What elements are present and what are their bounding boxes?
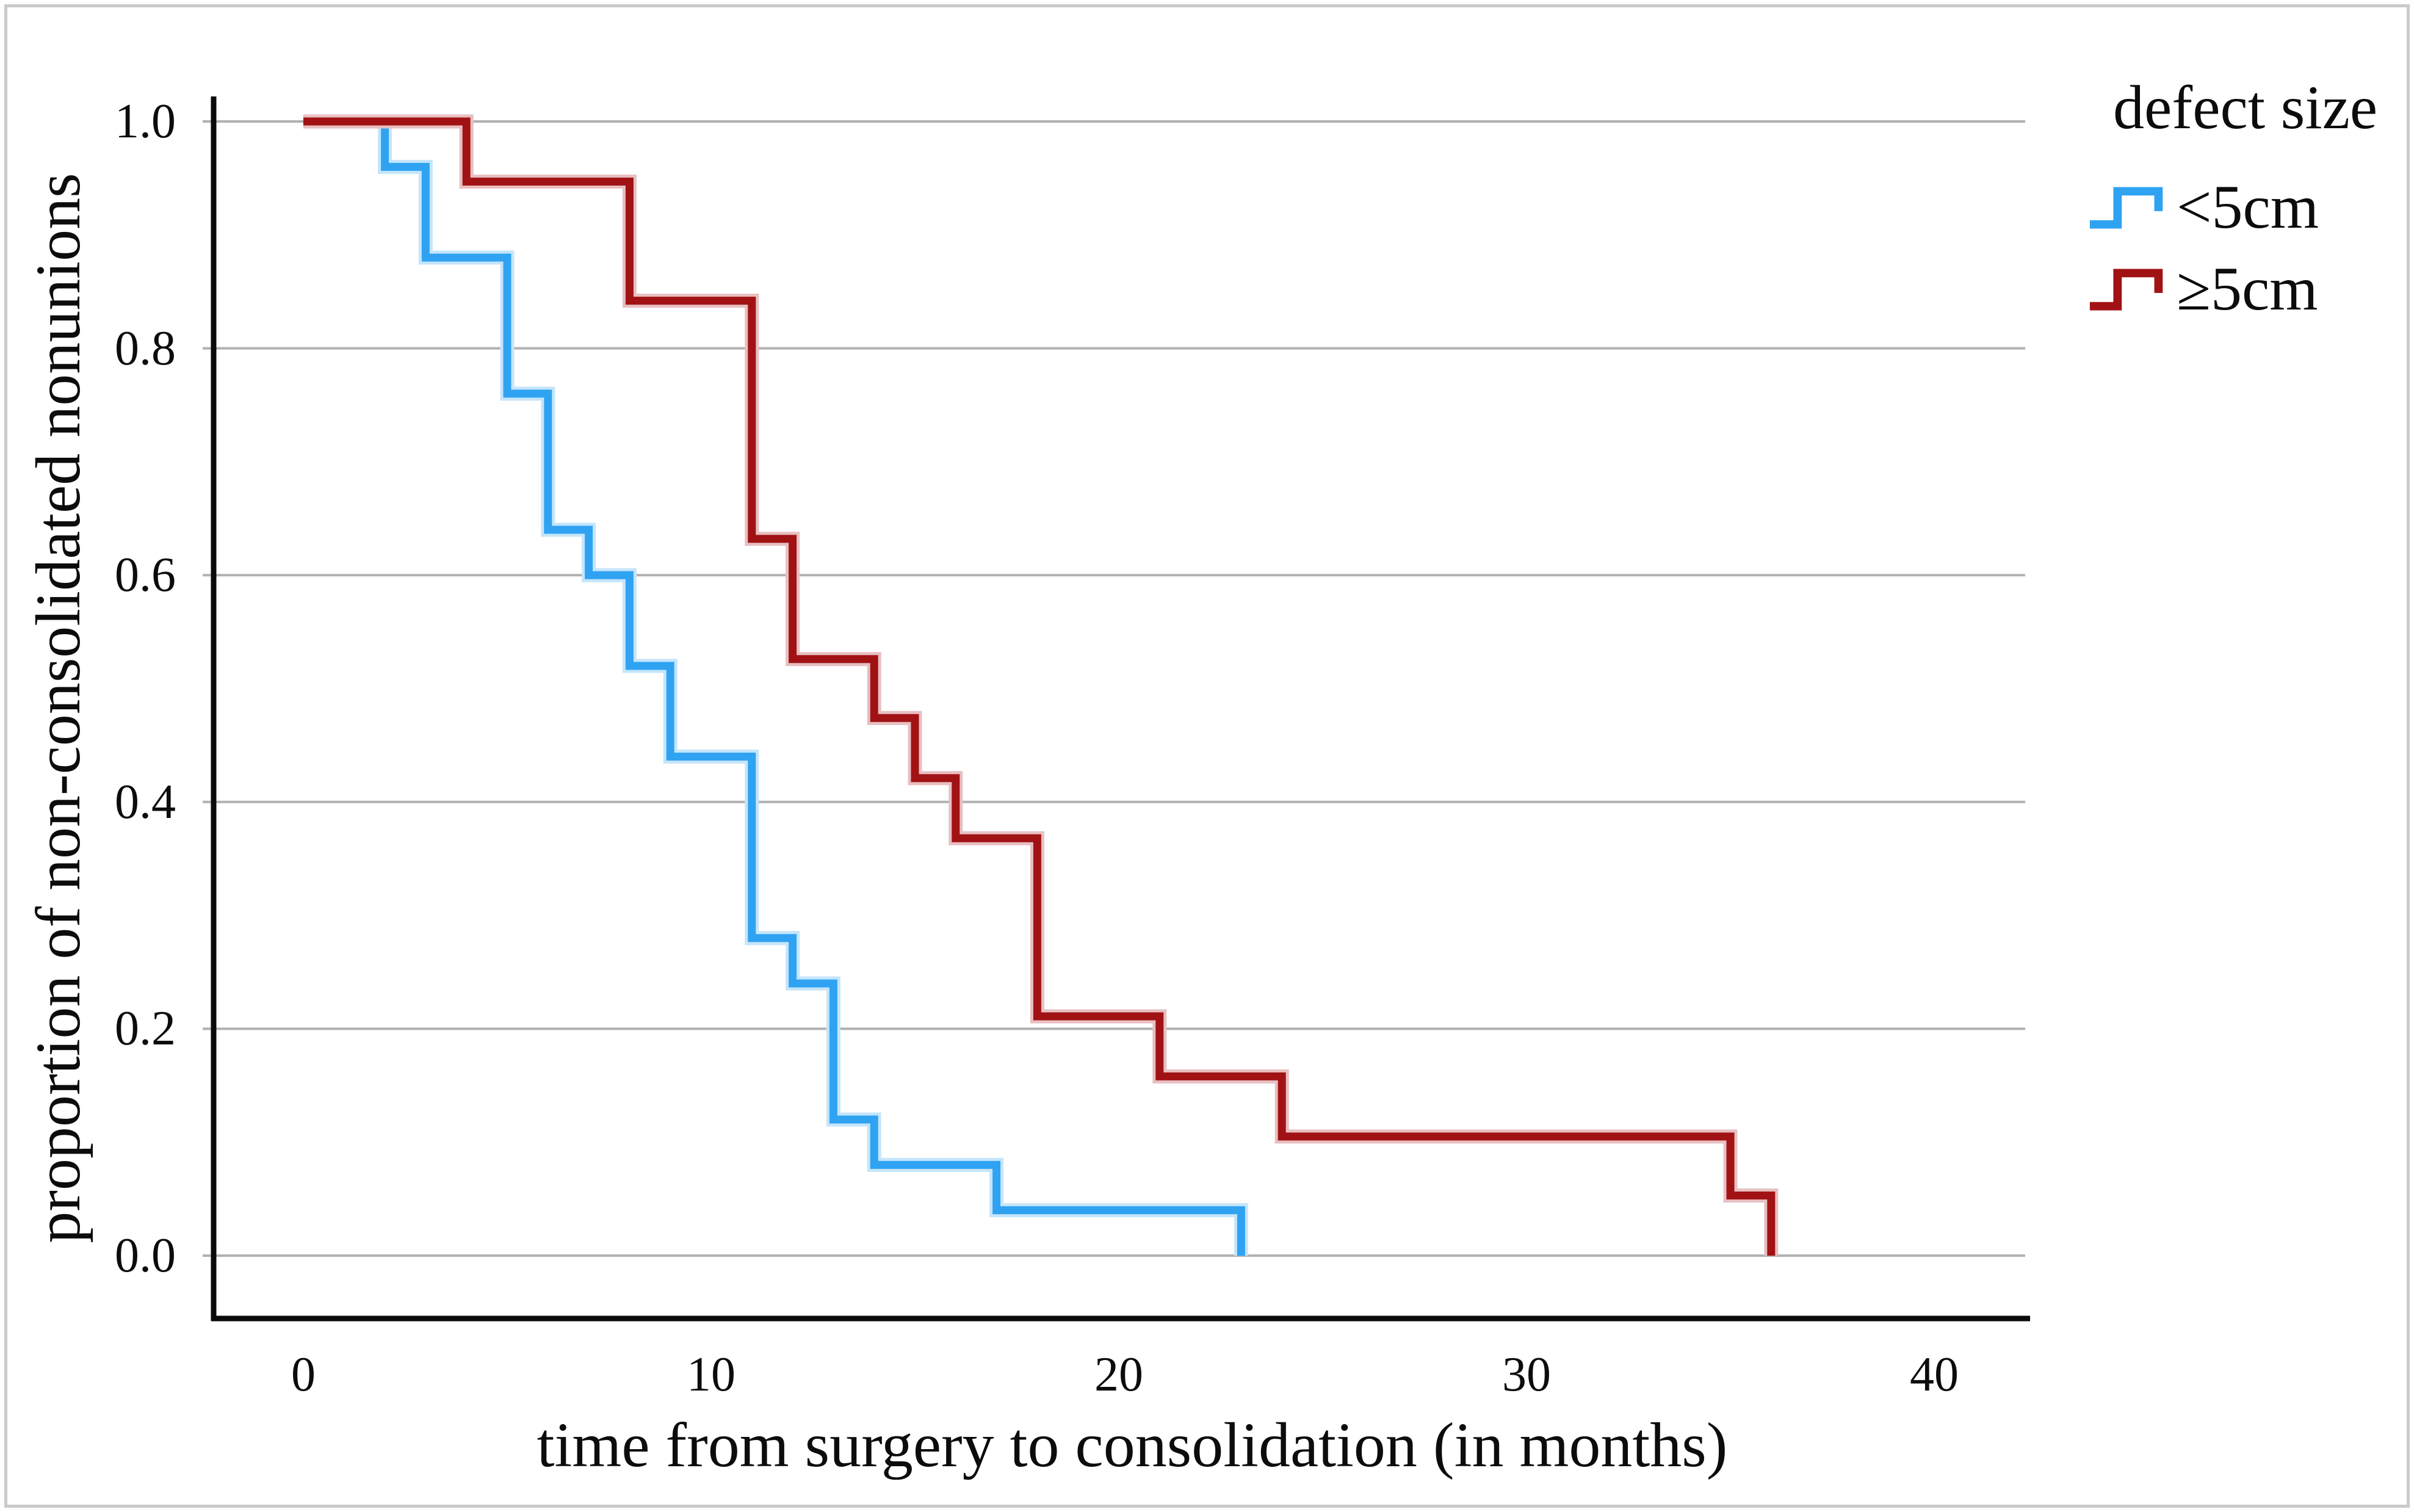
x-tick-label: 30 [1502,1348,1551,1402]
x-tick-label: 20 [1094,1348,1143,1402]
y-tick-label: 0.2 [115,1002,176,1056]
legend-item-lt5cm: <5cm [2086,173,2414,242]
legend-item-label: <5cm [2177,173,2319,242]
x-tick-label: 0 [291,1348,316,1402]
x-tick-label: 10 [687,1348,735,1402]
legend-step-line-icon [2089,269,2163,311]
legend-item-label: ≥5cm [2177,255,2318,324]
y-axis-title: proportion of non-consolidated nonunions [23,173,93,1243]
legend-title: defect size [2113,73,2378,142]
legend: defect size <5cm ≥5cm [2086,72,2414,324]
legend-items: <5cm ≥5cm [2086,173,2414,324]
km-step-halo-lt5cm [303,114,1248,1256]
legend-item-ge5cm: ≥5cm [2086,255,2414,324]
x-axis-title: time from surgery to consolidation (in m… [537,1410,1728,1480]
legend-step-line-icon [2089,187,2163,229]
y-tick-label: 0.6 [115,548,176,602]
y-tick-label: 1.0 [115,95,176,148]
km-step-halo-ge5cm [303,114,1779,1256]
y-tick-label: 0.8 [115,321,176,375]
y-tick-label: 0.0 [115,1229,176,1282]
km-step-line-lt5cm [303,117,1245,1256]
x-tick-label: 40 [1910,1348,1959,1402]
km-step-line-ge5cm [303,117,1776,1256]
y-tick-label: 0.4 [115,775,176,829]
figure-border [4,4,2410,1508]
